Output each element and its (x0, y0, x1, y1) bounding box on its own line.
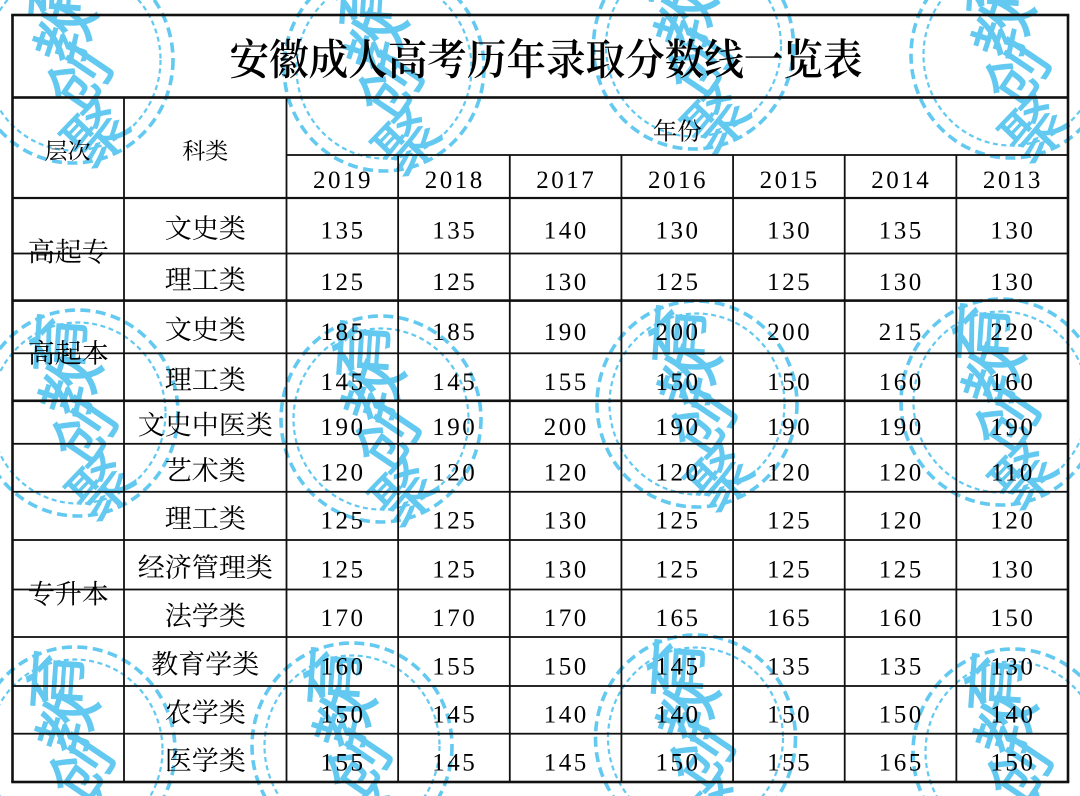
svg-text:135: 135 (879, 653, 924, 680)
svg-text:150: 150 (879, 702, 924, 729)
svg-text:120: 120 (432, 460, 477, 487)
svg-text:145: 145 (544, 750, 589, 777)
svg-text:150: 150 (767, 702, 812, 729)
svg-text:120: 120 (321, 460, 366, 487)
svg-text:145: 145 (432, 702, 477, 729)
svg-text:150: 150 (656, 369, 701, 396)
svg-text:155: 155 (767, 750, 812, 777)
svg-text:135: 135 (879, 218, 924, 245)
svg-text:120: 120 (990, 508, 1035, 535)
svg-text:130: 130 (544, 508, 589, 535)
svg-text:125: 125 (656, 269, 701, 296)
svg-text:190: 190 (321, 414, 366, 441)
svg-text:185: 185 (432, 319, 477, 346)
svg-text:125: 125 (321, 269, 366, 296)
svg-text:130: 130 (990, 269, 1035, 296)
svg-text:155: 155 (321, 750, 366, 777)
svg-text:160: 160 (879, 605, 924, 632)
svg-text:150: 150 (990, 750, 1035, 777)
svg-text:220: 220 (990, 319, 1035, 346)
svg-text:130: 130 (767, 218, 812, 245)
svg-text:135: 135 (432, 218, 477, 245)
svg-text:125: 125 (321, 557, 366, 584)
svg-text:130: 130 (656, 218, 701, 245)
svg-text:2013: 2013 (983, 167, 1043, 194)
svg-text:150: 150 (321, 702, 366, 729)
svg-text:190: 190 (544, 319, 589, 346)
svg-text:215: 215 (879, 319, 924, 346)
svg-text:2019: 2019 (313, 167, 373, 194)
svg-text:120: 120 (879, 508, 924, 535)
svg-text:155: 155 (432, 653, 477, 680)
svg-text:125: 125 (656, 508, 701, 535)
svg-text:125: 125 (432, 508, 477, 535)
svg-text:165: 165 (656, 605, 701, 632)
svg-text:140: 140 (990, 702, 1035, 729)
svg-text:155: 155 (544, 369, 589, 396)
svg-text:2017: 2017 (536, 167, 596, 194)
svg-text:170: 170 (432, 605, 477, 632)
svg-text:145: 145 (656, 653, 701, 680)
svg-text:160: 160 (321, 653, 366, 680)
svg-text:150: 150 (990, 605, 1035, 632)
svg-text:190: 190 (432, 414, 477, 441)
svg-text:165: 165 (767, 605, 812, 632)
svg-text:2015: 2015 (760, 167, 820, 194)
svg-text:120: 120 (656, 460, 701, 487)
svg-text:110: 110 (991, 460, 1035, 487)
svg-text:2018: 2018 (425, 167, 485, 194)
svg-text:2016: 2016 (648, 167, 708, 194)
svg-text:150: 150 (544, 653, 589, 680)
svg-text:125: 125 (879, 557, 924, 584)
svg-text:125: 125 (656, 557, 701, 584)
svg-text:140: 140 (544, 218, 589, 245)
svg-text:140: 140 (656, 702, 701, 729)
svg-text:140: 140 (544, 702, 589, 729)
svg-text:145: 145 (432, 750, 477, 777)
svg-text:165: 165 (879, 750, 924, 777)
svg-text:120: 120 (767, 460, 812, 487)
svg-text:150: 150 (656, 750, 701, 777)
svg-text:130: 130 (990, 218, 1035, 245)
svg-text:200: 200 (656, 319, 701, 346)
svg-text:2014: 2014 (871, 167, 931, 194)
svg-text:130: 130 (990, 653, 1035, 680)
svg-text:125: 125 (321, 508, 366, 535)
svg-text:160: 160 (879, 369, 924, 396)
svg-text:120: 120 (544, 460, 589, 487)
svg-text:170: 170 (321, 605, 366, 632)
svg-text:130: 130 (544, 557, 589, 584)
svg-text:130: 130 (879, 269, 924, 296)
svg-text:200: 200 (544, 414, 589, 441)
svg-text:200: 200 (767, 319, 812, 346)
svg-text:125: 125 (767, 269, 812, 296)
svg-text:120: 120 (879, 460, 924, 487)
svg-text:135: 135 (321, 218, 366, 245)
svg-text:125: 125 (767, 508, 812, 535)
svg-text:130: 130 (544, 269, 589, 296)
svg-text:170: 170 (544, 605, 589, 632)
svg-text:145: 145 (321, 369, 366, 396)
svg-text:125: 125 (432, 269, 477, 296)
svg-text:190: 190 (656, 414, 701, 441)
svg-text:130: 130 (990, 557, 1035, 584)
svg-text:125: 125 (767, 557, 812, 584)
svg-text:125: 125 (432, 557, 477, 584)
svg-text:160: 160 (990, 369, 1035, 396)
svg-text:190: 190 (767, 414, 812, 441)
svg-text:145: 145 (432, 369, 477, 396)
svg-text:135: 135 (767, 653, 812, 680)
svg-text:190: 190 (990, 414, 1035, 441)
svg-text:150: 150 (767, 369, 812, 396)
svg-text:190: 190 (879, 414, 924, 441)
svg-text:185: 185 (321, 319, 366, 346)
